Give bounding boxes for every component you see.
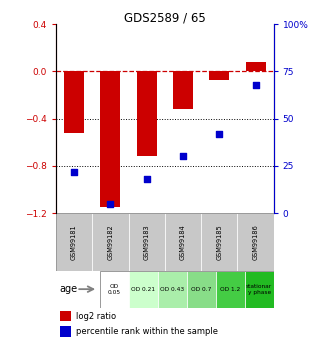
Bar	[165, 213, 201, 270]
Point	[72, 169, 77, 174]
Text: GSM99181: GSM99181	[71, 224, 77, 260]
Text: log2 ratio: log2 ratio	[76, 312, 116, 321]
Bar	[128, 270, 158, 308]
Text: GSM99184: GSM99184	[180, 224, 186, 260]
Text: percentile rank within the sample: percentile rank within the sample	[76, 327, 218, 336]
Bar	[216, 270, 245, 308]
Point	[108, 201, 113, 207]
Bar	[60, 311, 71, 322]
Bar	[237, 213, 274, 270]
Text: GSM99182: GSM99182	[107, 224, 114, 260]
Text: age: age	[59, 284, 77, 294]
Text: OD
0.05: OD 0.05	[108, 284, 121, 295]
Bar	[92, 213, 128, 270]
Text: GSM99183: GSM99183	[144, 224, 150, 260]
Point	[253, 82, 258, 87]
Bar	[100, 270, 274, 308]
Text: stationar
y phase: stationar y phase	[246, 284, 272, 295]
Bar	[201, 213, 237, 270]
Bar	[60, 326, 71, 337]
Bar	[64, 71, 84, 133]
Text: OD 1.2: OD 1.2	[220, 287, 240, 292]
Text: OD 0.7: OD 0.7	[191, 287, 211, 292]
Point	[144, 176, 149, 182]
Bar	[158, 270, 187, 308]
Point	[180, 154, 185, 159]
Bar	[209, 71, 229, 80]
Point	[217, 131, 222, 137]
Text: OD 0.43: OD 0.43	[160, 287, 184, 292]
Bar	[137, 71, 157, 157]
Bar	[246, 62, 266, 71]
Text: GSM99185: GSM99185	[216, 224, 222, 260]
Bar	[56, 213, 92, 270]
Bar	[187, 270, 216, 308]
Title: GDS2589 / 65: GDS2589 / 65	[124, 11, 206, 24]
Bar	[245, 270, 274, 308]
Bar	[128, 213, 165, 270]
Text: OD 0.21: OD 0.21	[131, 287, 155, 292]
Text: GSM99186: GSM99186	[253, 224, 258, 260]
Bar	[100, 71, 120, 207]
Bar	[100, 270, 128, 308]
Bar	[173, 71, 193, 109]
